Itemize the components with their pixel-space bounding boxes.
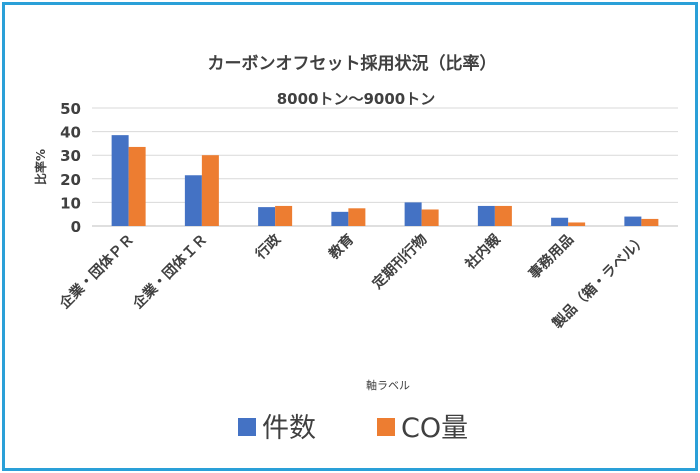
legend-label: CO量 [401, 413, 468, 444]
category-label: 教育 [325, 231, 357, 263]
legend: 件数 CO量 [238, 413, 468, 444]
x-axis-label: 軸ラベル [366, 378, 410, 392]
y-tick-label: 20 [60, 171, 81, 189]
bar-count [551, 217, 569, 226]
bar-count [258, 207, 276, 226]
category-label: 事務用品 [525, 231, 577, 283]
bar-co2 [494, 205, 512, 226]
category-label: 定期刊行物 [369, 231, 431, 293]
category-label: 社内報 [461, 230, 504, 273]
legend-swatch [238, 418, 256, 436]
y-axis-label: 比率% [33, 149, 48, 185]
bars [111, 135, 659, 226]
bar-count [477, 205, 495, 226]
bar-co2 [128, 146, 146, 226]
bar-count [624, 216, 642, 226]
y-tick-label: 0 [71, 218, 81, 236]
y-axis-ticks: 0 10 20 30 40 50 [60, 100, 81, 236]
legend-swatch [377, 418, 395, 436]
category-label: 企業・団体ＰＲ [55, 231, 137, 313]
bar-co2 [568, 222, 586, 226]
legend-label: 件数 [262, 413, 316, 444]
bar-count [111, 135, 129, 226]
y-tick-label: 40 [60, 124, 81, 142]
bar-count [404, 202, 422, 226]
bar-count [184, 175, 202, 226]
chart-subtitle: 8000トン〜9000トン [277, 90, 436, 108]
chart-title: カーボンオフセット採用状況（比率） [208, 53, 497, 74]
y-tick-label: 50 [60, 100, 81, 118]
bar-co2 [275, 205, 293, 226]
bar-co2 [421, 209, 439, 226]
bar-co2 [348, 208, 366, 226]
category-label: 行政 [251, 230, 284, 263]
y-tick-label: 10 [60, 194, 81, 212]
bar-count [331, 211, 349, 226]
bar-co2 [201, 155, 219, 226]
gridlines [92, 107, 678, 227]
category-label: 企業・団体ＩＲ [129, 231, 211, 313]
y-tick-label: 30 [60, 147, 81, 165]
bar-co2 [641, 218, 659, 226]
